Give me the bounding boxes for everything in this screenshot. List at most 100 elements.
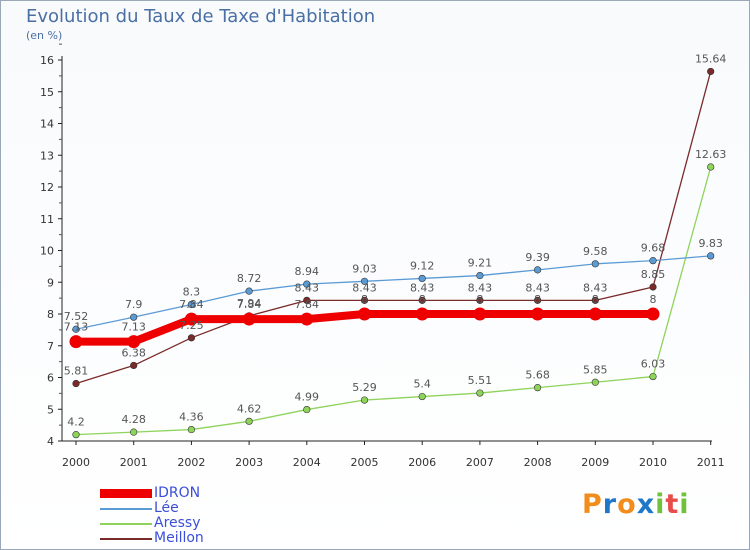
data-point-meillon [649, 283, 657, 291]
data-label-aressy: 5.85 [583, 363, 608, 376]
x-tick-label: 2007 [466, 456, 494, 469]
data-point-le [72, 325, 80, 333]
data-point-idron [184, 312, 198, 326]
data-label-meillon: 5.81 [64, 365, 89, 378]
data-label-idron: 8 [476, 293, 483, 306]
data-label-aressy: 4.62 [237, 402, 262, 415]
data-label-idron: 7.84 [237, 298, 262, 311]
x-tick-label: 2008 [524, 456, 552, 469]
data-label-aressy: 4.99 [295, 391, 320, 404]
data-label-idron: 8 [419, 293, 426, 306]
data-point-idron [242, 312, 256, 326]
x-tick-label: 2009 [581, 456, 609, 469]
data-point-meillon [418, 296, 426, 304]
data-point-aressy [72, 431, 80, 439]
y-tick-label: 11 [40, 213, 54, 226]
data-label-idron: 8 [592, 293, 599, 306]
legend-label-aressy: Aressy [154, 515, 201, 531]
data-label-meillon: 7.25 [179, 319, 204, 332]
legend-item-aressy: Aressy [100, 515, 300, 532]
legend-label-idron: IDRON [154, 485, 201, 501]
y-tick-label: 12 [40, 181, 54, 194]
data-label-aressy: 4.28 [121, 413, 146, 426]
logo-letter: i [655, 489, 666, 520]
data-label-meillon: 15.64 [695, 52, 727, 65]
data-point-meillon [72, 379, 80, 388]
data-point-le [187, 300, 195, 309]
data-point-aressy [130, 428, 138, 436]
legend-swatch-idron [100, 489, 152, 498]
y-tick-label: 6 [47, 372, 54, 385]
data-point-le [476, 271, 484, 280]
data-label-le: 8.72 [237, 272, 262, 285]
data-point-meillon [476, 296, 484, 304]
data-label-le: 8.94 [295, 265, 320, 278]
data-label-aressy: 12.63 [695, 148, 727, 161]
proxiti-logo: Proxiti [582, 489, 690, 520]
data-label-aressy: 4.2 [67, 416, 85, 429]
x-tick-label: 2004 [293, 456, 321, 469]
logo-letter: x [636, 489, 656, 520]
logo-letter: t [665, 489, 680, 520]
data-label-le: 9.83 [698, 237, 723, 250]
data-point-idron [300, 312, 314, 326]
y-tick-label: 5 [47, 403, 54, 416]
data-point-aressy [245, 417, 253, 425]
data-point-aressy [418, 392, 426, 401]
data-label-idron: 8 [534, 293, 541, 306]
data-point-aressy [476, 389, 484, 397]
logo-letter: i [679, 489, 690, 520]
y-tick-label: 7 [47, 340, 54, 353]
x-tick-label: 2005 [351, 456, 379, 469]
x-tick-label: 2001 [120, 456, 148, 469]
data-label-idron: 7.13 [64, 321, 89, 334]
data-point-le [245, 287, 253, 295]
data-label-meillon: 7.94 [237, 297, 262, 310]
x-tick-label: 2002 [177, 456, 205, 469]
data-label-le: 9.68 [641, 242, 666, 255]
data-label-le: 9.21 [468, 257, 493, 270]
data-label-le: 7.52 [64, 310, 89, 323]
data-label-meillon: 8.43 [352, 281, 377, 294]
data-label-meillon: 6.38 [121, 346, 146, 359]
x-tick-label: 2010 [639, 456, 667, 469]
data-label-idron: 8 [650, 293, 657, 306]
y-tick-label: 10 [40, 245, 54, 258]
data-point-meillon [360, 296, 369, 304]
legend-label-lee: Lée [154, 500, 179, 516]
data-label-le: 9.39 [525, 251, 550, 264]
data-point-idron [415, 307, 429, 321]
y-tick-label: 13 [40, 149, 54, 162]
x-tick-label: 2003 [235, 456, 263, 469]
data-point-le [130, 313, 138, 321]
y-tick-label: 8 [47, 308, 54, 321]
data-point-le [591, 260, 599, 268]
data-point-idron [69, 335, 83, 349]
data-label-meillon: 8.43 [295, 281, 320, 294]
data-point-aressy [591, 378, 599, 386]
data-point-aressy [360, 396, 369, 404]
chart-subtitle: (en %) [26, 29, 63, 42]
data-point-idron [588, 307, 602, 321]
x-tick-label: 2006 [408, 456, 436, 469]
data-label-aressy: 6.03 [641, 358, 666, 371]
data-point-meillon [591, 296, 599, 304]
data-point-le [360, 277, 369, 285]
legend-swatch-lee [100, 508, 152, 510]
data-label-meillon: 8.85 [641, 268, 666, 281]
data-point-le [649, 257, 657, 265]
data-label-idron: 7.13 [121, 321, 146, 334]
chart-title: Evolution du Taux de Taxe d'Habitation [26, 6, 376, 27]
y-tick-label: 14 [40, 118, 54, 131]
x-tick-label: 2011 [697, 456, 725, 469]
series-line-meillon [75, 70, 712, 385]
data-label-aressy: 5.4 [413, 378, 431, 391]
x-tick-label: 2000 [62, 456, 90, 469]
y-tick-label: 4 [47, 435, 54, 448]
data-label-le: 9.12 [410, 259, 435, 272]
data-point-idron [531, 307, 545, 321]
data-label-le: 9.03 [352, 262, 377, 275]
data-label-idron: 7.84 [295, 298, 320, 311]
